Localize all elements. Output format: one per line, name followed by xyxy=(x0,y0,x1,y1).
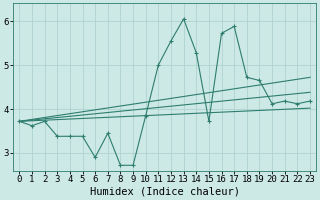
X-axis label: Humidex (Indice chaleur): Humidex (Indice chaleur) xyxy=(90,187,240,197)
